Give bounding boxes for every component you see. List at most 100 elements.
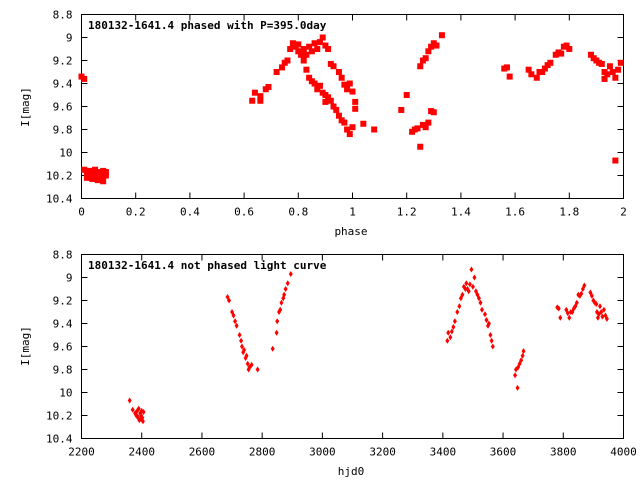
unphased-y-tick-label: 10: [59, 387, 72, 400]
phased-data-point: [587, 51, 594, 58]
phased-data-point: [606, 63, 613, 70]
unphased-y-tick-label: 9.6: [53, 341, 73, 354]
unphased-data-point: [482, 311, 487, 318]
phased-data-point: [617, 59, 624, 66]
phased-data-point: [604, 71, 611, 78]
unphased-data-point: [488, 332, 493, 338]
phased-y-tick-label: 9.2: [53, 55, 73, 68]
phased-data-point: [300, 46, 307, 52]
unphased-data-point: [237, 332, 242, 338]
phased-data-point: [319, 34, 326, 41]
phased-y-tick-label: 9: [66, 32, 73, 45]
phased-data-point: [330, 103, 337, 110]
phased-data-point: [308, 48, 315, 55]
phased-data-point: [100, 178, 107, 185]
unphased-data-point: [486, 320, 491, 327]
phased-data-point: [558, 50, 565, 57]
phased-data-point: [316, 39, 323, 46]
unphased-x-axis-label: hjd0: [338, 465, 365, 478]
phased-data-point: [341, 119, 348, 126]
phased-data-point: [303, 66, 310, 73]
unphased-x-tick-label: 3600: [490, 446, 517, 459]
unphased-x-tick-label: 2800: [249, 446, 276, 459]
phased-data-point: [349, 124, 356, 131]
unphased-y-tick-label: 9.2: [53, 295, 73, 308]
unphased-x-tick-label: 3400: [430, 446, 457, 459]
unphased-data-point: [139, 415, 144, 422]
unphased-data-point: [589, 292, 594, 299]
unphased-data-point: [242, 346, 247, 353]
phased-x-tick-label: 1.2: [397, 206, 417, 219]
phased-data-point: [417, 63, 424, 70]
phased-data-point: [422, 55, 429, 62]
unphased-data-point: [472, 274, 477, 281]
phased-data-point: [609, 69, 616, 75]
phased-x-tick-label: 0.8: [288, 206, 308, 219]
unphased-data-point: [463, 286, 468, 292]
phased-data-point: [539, 69, 546, 75]
unphased-data-point: [234, 322, 239, 329]
phased-data-point: [81, 75, 88, 82]
phased-y-tick-label: 9.4: [53, 78, 73, 91]
phased-data-point: [430, 109, 437, 116]
phased-data-point: [306, 43, 313, 50]
phased-data-point: [566, 46, 573, 52]
phased-data-point: [287, 46, 294, 52]
phased-data-point: [279, 64, 286, 71]
phased-x-tick-label: 1.4: [451, 206, 471, 219]
phased-x-tick-label: 2: [620, 206, 627, 219]
phased-data-point: [86, 172, 93, 179]
phased-data-point: [295, 48, 302, 55]
unphased-data-point: [136, 405, 141, 412]
phased-data-point: [433, 42, 440, 49]
unphased-data-point: [130, 406, 135, 413]
phased-data-point: [102, 172, 109, 179]
phased-data-point: [349, 88, 356, 95]
unphased-x-tick-label: 3200: [369, 446, 396, 459]
phased-data-point: [344, 86, 351, 93]
unphased-data-point: [598, 303, 603, 310]
phased-y-tick-label: 8.8: [53, 9, 73, 22]
phased-data-point: [333, 106, 340, 113]
phased-data-point: [265, 83, 272, 90]
unphased-data-point: [565, 310, 570, 317]
unphased-x-tick-label: 2200: [68, 446, 95, 459]
phased-data-point: [612, 74, 619, 81]
unphased-data-point: [489, 337, 494, 344]
phased-y-tick-label: 10.4: [46, 193, 73, 206]
phased-data-point: [314, 46, 321, 52]
phased-data-point: [306, 74, 313, 81]
phased-data-point: [284, 57, 291, 64]
phased-data-point: [251, 89, 258, 96]
phased-data-point: [422, 124, 429, 131]
phased-data-point: [341, 81, 348, 88]
phased-data-point: [97, 173, 104, 180]
unphased-data-point: [446, 329, 451, 336]
phased-data-point: [316, 82, 323, 89]
unphased-data-point: [135, 413, 140, 420]
phased-data-point: [371, 126, 378, 133]
unphased-x-tick-label: 3000: [309, 446, 336, 459]
unphased-x-tick-label: 2400: [128, 446, 155, 459]
unphased-data-point: [469, 266, 474, 273]
unphased-data-point: [574, 299, 579, 306]
unphased-y-tick-label: 8.8: [53, 249, 73, 262]
unphased-data-point: [460, 291, 465, 298]
phased-data-point: [533, 74, 540, 81]
phased-data-point: [438, 32, 445, 39]
unphased-data-point: [599, 309, 604, 315]
phased-data-point: [300, 57, 307, 64]
phased-data-point: [335, 69, 342, 75]
phased-data-point: [541, 65, 548, 72]
phased-data-point: [528, 71, 535, 78]
unphased-data-point: [455, 309, 460, 315]
unphased-data-point: [515, 384, 520, 391]
unphased-x-ticks: 2200 2400 2600 2800 3000 3200 3400 3600 3800 4000: [68, 254, 637, 459]
phased-data-point: [92, 166, 99, 173]
phased-data-point: [295, 41, 302, 48]
phased-data-point: [311, 40, 318, 47]
phased-x-tick-label: 0.4: [180, 206, 200, 219]
unphased-data-point: [288, 271, 293, 278]
phased-data-point: [506, 73, 513, 80]
